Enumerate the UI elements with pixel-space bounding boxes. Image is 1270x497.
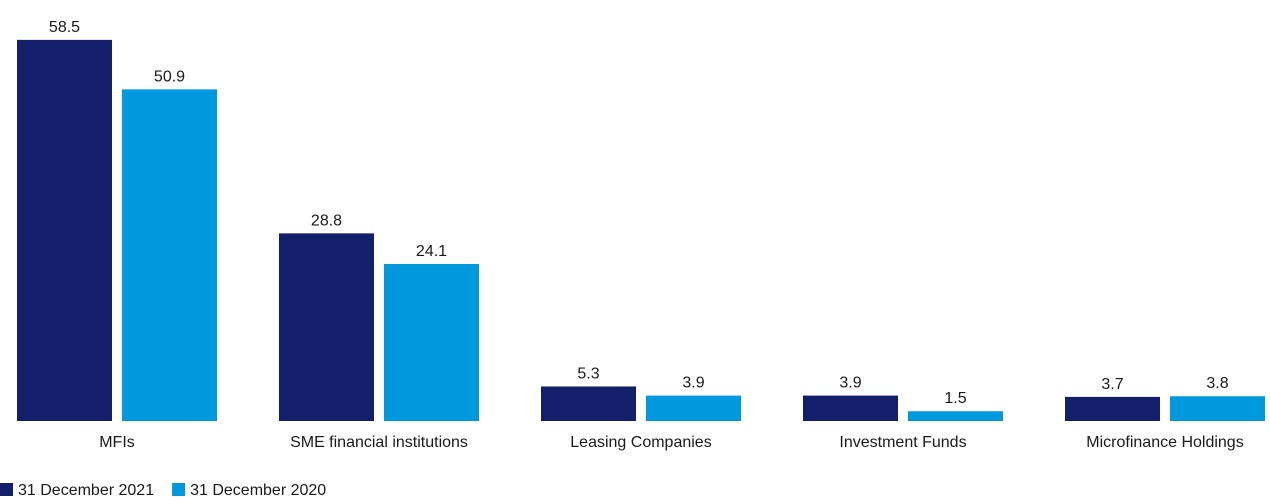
bar [1065,396,1160,421]
value-label: 3.9 [839,375,861,392]
value-label: 3.9 [682,375,704,392]
x-tick-label: Investment Funds [839,434,966,451]
value-label: 3.8 [1206,375,1228,392]
x-tick-label: Microfinance Holdings [1086,434,1243,451]
bar [384,263,479,421]
value-label: 50.9 [154,68,185,85]
value-label: 1.5 [944,390,966,407]
bar [17,39,112,422]
value-label: 24.1 [416,243,447,260]
value-label: 28.8 [311,212,342,229]
bar [279,233,374,421]
legend-label: 31 December 2020 [190,482,326,497]
bar [908,411,1003,421]
legend-label: 31 December 2021 [18,482,154,497]
x-tick-label: Leasing Companies [570,434,711,451]
legend-swatch [172,483,186,496]
legend-swatch [0,483,13,496]
value-label: 3.7 [1101,376,1123,393]
bar [1170,396,1265,421]
x-tick-label: SME financial institutions [290,434,468,451]
x-tick-label: MFIs [99,434,135,451]
value-label: 5.3 [577,365,599,382]
bar [541,386,636,421]
bar [646,395,741,421]
bar [122,89,217,421]
value-label: 58.5 [49,19,80,36]
bar [803,395,898,421]
